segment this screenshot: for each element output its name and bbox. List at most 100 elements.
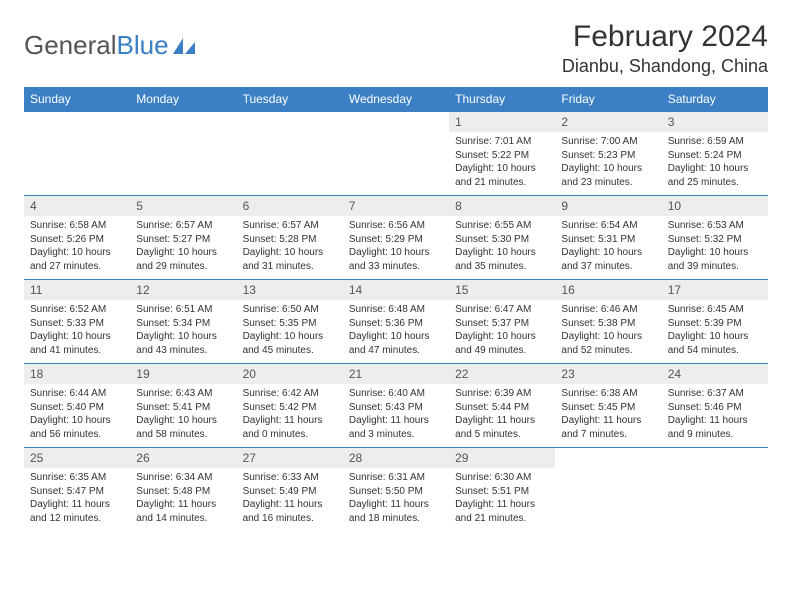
day-info-line: Sunrise: 6:42 AM xyxy=(243,387,337,401)
calendar-cell: 23Sunrise: 6:38 AMSunset: 5:45 PMDayligh… xyxy=(555,364,661,448)
calendar-cell: 6Sunrise: 6:57 AMSunset: 5:28 PMDaylight… xyxy=(237,196,343,280)
calendar-cell: 20Sunrise: 6:42 AMSunset: 5:42 PMDayligh… xyxy=(237,364,343,448)
day-number: 29 xyxy=(449,448,555,468)
day-content: Sunrise: 6:43 AMSunset: 5:41 PMDaylight:… xyxy=(130,384,236,447)
calendar-cell: 28Sunrise: 6:31 AMSunset: 5:50 PMDayligh… xyxy=(343,448,449,532)
day-number: 26 xyxy=(130,448,236,468)
day-info-line: Sunset: 5:48 PM xyxy=(136,485,230,499)
day-number: 17 xyxy=(662,280,768,300)
day-number: 22 xyxy=(449,364,555,384)
day-info-line: Sunset: 5:42 PM xyxy=(243,401,337,415)
logo-text-gray: General xyxy=(24,30,117,60)
day-info-line: Sunrise: 6:31 AM xyxy=(349,471,443,485)
day-info-line: Sunset: 5:24 PM xyxy=(668,149,762,163)
day-info-line: and 58 minutes. xyxy=(136,428,230,442)
day-info-line: Sunrise: 6:45 AM xyxy=(668,303,762,317)
day-content: Sunrise: 6:55 AMSunset: 5:30 PMDaylight:… xyxy=(449,216,555,279)
day-info-line: Sunrise: 6:33 AM xyxy=(243,471,337,485)
day-info-line: and 5 minutes. xyxy=(455,428,549,442)
day-content: Sunrise: 6:45 AMSunset: 5:39 PMDaylight:… xyxy=(662,300,768,363)
day-content: Sunrise: 6:50 AMSunset: 5:35 PMDaylight:… xyxy=(237,300,343,363)
logo: GeneralBlue xyxy=(24,20,195,61)
day-info-line: Daylight: 11 hours xyxy=(243,414,337,428)
calendar-table: SundayMondayTuesdayWednesdayThursdayFrid… xyxy=(24,87,768,531)
day-info-line: Sunset: 5:26 PM xyxy=(30,233,124,247)
day-info-line: Daylight: 10 hours xyxy=(349,246,443,260)
calendar-cell: 27Sunrise: 6:33 AMSunset: 5:49 PMDayligh… xyxy=(237,448,343,532)
day-info-line: Sunrise: 6:54 AM xyxy=(561,219,655,233)
day-info-line: Sunset: 5:49 PM xyxy=(243,485,337,499)
day-header-cell: Saturday xyxy=(662,87,768,112)
day-info-line: and 23 minutes. xyxy=(561,176,655,190)
day-info-line: Sunset: 5:47 PM xyxy=(30,485,124,499)
day-info-line: Sunset: 5:30 PM xyxy=(455,233,549,247)
day-number: 10 xyxy=(662,196,768,216)
day-content: Sunrise: 6:57 AMSunset: 5:28 PMDaylight:… xyxy=(237,216,343,279)
day-number: 13 xyxy=(237,280,343,300)
day-number: 16 xyxy=(555,280,661,300)
day-info-line: Sunrise: 6:30 AM xyxy=(455,471,549,485)
day-info-line: Daylight: 10 hours xyxy=(30,246,124,260)
day-info-line: and 12 minutes. xyxy=(30,512,124,526)
day-header-cell: Wednesday xyxy=(343,87,449,112)
calendar-cell: 29Sunrise: 6:30 AMSunset: 5:51 PMDayligh… xyxy=(449,448,555,532)
day-info-line: Sunset: 5:23 PM xyxy=(561,149,655,163)
day-header-cell: Thursday xyxy=(449,87,555,112)
day-info-line: Sunrise: 6:52 AM xyxy=(30,303,124,317)
calendar-cell: 16Sunrise: 6:46 AMSunset: 5:38 PMDayligh… xyxy=(555,280,661,364)
day-number: 28 xyxy=(343,448,449,468)
calendar-week-row: 1Sunrise: 7:01 AMSunset: 5:22 PMDaylight… xyxy=(24,112,768,196)
day-info-line: Daylight: 10 hours xyxy=(561,162,655,176)
day-info-line: Sunrise: 6:58 AM xyxy=(30,219,124,233)
day-info-line: Sunrise: 6:38 AM xyxy=(561,387,655,401)
day-info-line: Daylight: 10 hours xyxy=(243,246,337,260)
calendar-cell: 5Sunrise: 6:57 AMSunset: 5:27 PMDaylight… xyxy=(130,196,236,280)
day-info-line: and 29 minutes. xyxy=(136,260,230,274)
day-number: 24 xyxy=(662,364,768,384)
day-info-line: Daylight: 10 hours xyxy=(561,246,655,260)
day-info-line: Sunset: 5:38 PM xyxy=(561,317,655,331)
day-content: Sunrise: 6:39 AMSunset: 5:44 PMDaylight:… xyxy=(449,384,555,447)
day-info-line: and 39 minutes. xyxy=(668,260,762,274)
day-header-cell: Tuesday xyxy=(237,87,343,112)
day-info-line: and 37 minutes. xyxy=(561,260,655,274)
day-info-line: Sunset: 5:45 PM xyxy=(561,401,655,415)
day-number: 18 xyxy=(24,364,130,384)
day-info-line: Sunrise: 6:44 AM xyxy=(30,387,124,401)
day-info-line: Sunset: 5:32 PM xyxy=(668,233,762,247)
day-content xyxy=(237,118,343,170)
day-info-line: Sunset: 5:44 PM xyxy=(455,401,549,415)
day-content xyxy=(24,118,130,170)
day-info-line: and 18 minutes. xyxy=(349,512,443,526)
day-info-line: and 9 minutes. xyxy=(668,428,762,442)
calendar-cell: 11Sunrise: 6:52 AMSunset: 5:33 PMDayligh… xyxy=(24,280,130,364)
calendar-cell: 15Sunrise: 6:47 AMSunset: 5:37 PMDayligh… xyxy=(449,280,555,364)
calendar-cell: 25Sunrise: 6:35 AMSunset: 5:47 PMDayligh… xyxy=(24,448,130,532)
day-info-line: Daylight: 11 hours xyxy=(349,414,443,428)
day-info-line: Sunrise: 6:39 AM xyxy=(455,387,549,401)
day-content: Sunrise: 6:51 AMSunset: 5:34 PMDaylight:… xyxy=(130,300,236,363)
day-number: 25 xyxy=(24,448,130,468)
day-info-line: Sunrise: 6:56 AM xyxy=(349,219,443,233)
day-header-cell: Monday xyxy=(130,87,236,112)
logo-sail-icon xyxy=(173,38,195,54)
day-info-line: Sunrise: 6:59 AM xyxy=(668,135,762,149)
day-info-line: and 21 minutes. xyxy=(455,512,549,526)
day-content xyxy=(130,118,236,170)
calendar-cell xyxy=(130,112,236,196)
calendar-cell: 18Sunrise: 6:44 AMSunset: 5:40 PMDayligh… xyxy=(24,364,130,448)
logo-text: GeneralBlue xyxy=(24,30,169,61)
calendar-cell: 14Sunrise: 6:48 AMSunset: 5:36 PMDayligh… xyxy=(343,280,449,364)
calendar-cell: 26Sunrise: 6:34 AMSunset: 5:48 PMDayligh… xyxy=(130,448,236,532)
day-info-line: Daylight: 10 hours xyxy=(561,330,655,344)
day-number: 5 xyxy=(130,196,236,216)
day-header-cell: Sunday xyxy=(24,87,130,112)
day-info-line: and 41 minutes. xyxy=(30,344,124,358)
day-info-line: Sunset: 5:29 PM xyxy=(349,233,443,247)
day-info-line: Sunset: 5:46 PM xyxy=(668,401,762,415)
day-info-line: and 49 minutes. xyxy=(455,344,549,358)
day-number: 19 xyxy=(130,364,236,384)
day-info-line: and 27 minutes. xyxy=(30,260,124,274)
day-info-line: Daylight: 11 hours xyxy=(243,498,337,512)
day-info-line: Daylight: 11 hours xyxy=(561,414,655,428)
